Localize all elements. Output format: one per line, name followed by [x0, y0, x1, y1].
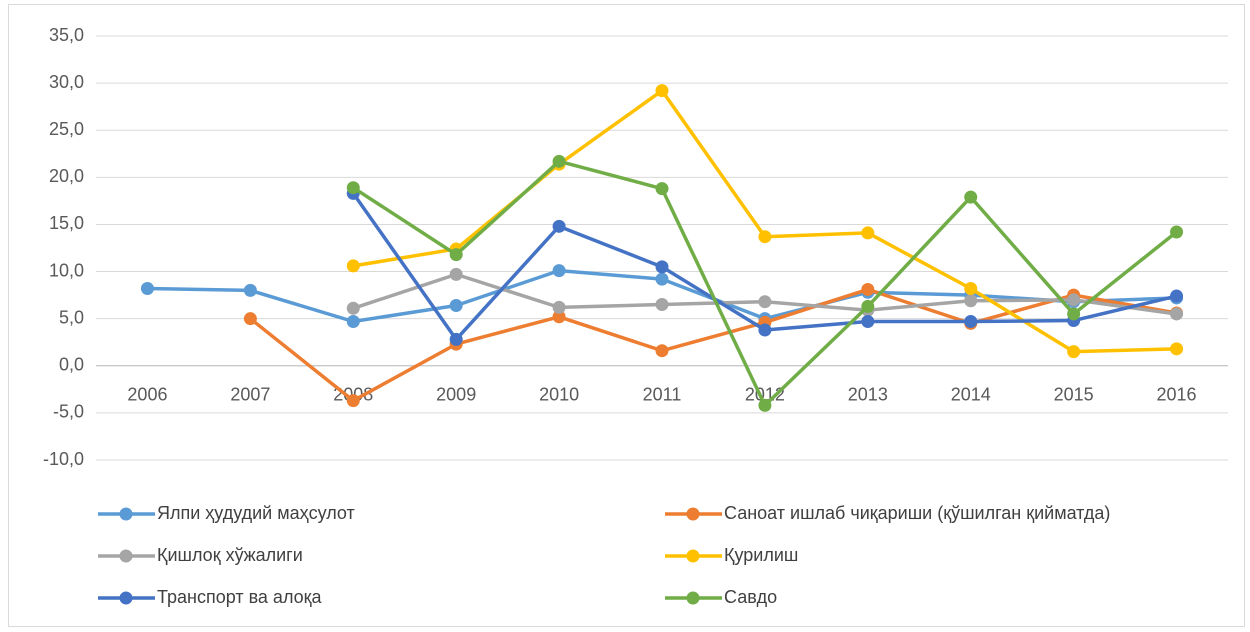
data-point [243, 283, 257, 297]
x-tick-label: 2013 [848, 385, 888, 405]
legend-label: Ялпи ҳудудий маҳсулот [157, 503, 355, 523]
data-point [655, 182, 669, 196]
legend-label: Саноат ишлаб чиқариши (қўшилган қийматда… [724, 503, 1110, 523]
data-point [1067, 345, 1081, 359]
legend-swatch-marker [686, 591, 700, 605]
data-point [861, 282, 875, 296]
legend-swatch-marker [686, 507, 700, 521]
x-tick-label: 2011 [643, 385, 682, 405]
data-point [861, 314, 875, 328]
data-point [552, 310, 566, 324]
data-point [449, 332, 463, 346]
data-point [655, 260, 669, 274]
x-tick-label: 2006 [127, 385, 167, 405]
legend-label: Транспорт ва алоқа [157, 587, 323, 607]
data-point [346, 301, 360, 315]
data-point [1170, 225, 1184, 239]
legend: Ялпи ҳудудий маҳсулот Саноат ишлаб чиқари… [98, 503, 1110, 607]
y-tick-label: -5,0 [53, 402, 84, 422]
legend-swatch-marker [119, 591, 133, 605]
y-tick-label: 10,0 [49, 260, 84, 280]
data-point [449, 298, 463, 312]
data-point [758, 323, 772, 337]
y-tick-label: 15,0 [49, 213, 84, 233]
data-point [346, 181, 360, 195]
x-tick-label: 2009 [436, 385, 476, 405]
x-tick-label: 2015 [1054, 385, 1094, 405]
data-point [449, 267, 463, 281]
data-point [1067, 307, 1081, 321]
x-tick-label: 2016 [1157, 385, 1197, 405]
data-point [861, 299, 875, 313]
data-point [346, 259, 360, 273]
chart-frame [8, 4, 1245, 627]
data-point [964, 294, 978, 308]
y-tick-label: 25,0 [49, 119, 84, 139]
data-point [655, 272, 669, 286]
data-point [758, 398, 772, 412]
y-tick-label: 30,0 [49, 72, 84, 92]
data-point [655, 84, 669, 98]
y-tick-label: 5,0 [59, 307, 84, 327]
y-tick-label: 35,0 [49, 25, 84, 45]
data-point [346, 314, 360, 328]
legend-label: Қурилиш [724, 545, 798, 565]
data-point [552, 154, 566, 168]
data-point [140, 282, 154, 296]
data-point [552, 219, 566, 233]
legend-swatch-marker [119, 549, 133, 563]
data-point [861, 226, 875, 240]
data-point [655, 344, 669, 358]
data-point [964, 190, 978, 204]
x-tick-label: 2012 [745, 385, 785, 405]
data-point [758, 295, 772, 309]
data-point [1170, 342, 1184, 356]
legend-label: Қишлоқ хўжалиги [157, 545, 303, 565]
x-tick-label: 2007 [230, 385, 270, 405]
legend-label: Савдо [724, 587, 777, 607]
y-tick-label: 0,0 [59, 355, 84, 375]
data-point [346, 394, 360, 408]
x-tick-label: 2010 [539, 385, 579, 405]
data-point [1067, 293, 1081, 307]
data-point [449, 248, 463, 262]
y-tick-label: -10,0 [43, 449, 84, 469]
y-tick-label: 20,0 [49, 166, 84, 186]
data-point [552, 264, 566, 278]
data-point [1170, 307, 1184, 321]
data-point [552, 300, 566, 314]
data-point [243, 312, 257, 326]
x-tick-label: 2014 [951, 385, 991, 405]
data-point [964, 314, 978, 328]
data-point [655, 298, 669, 312]
data-point [758, 230, 772, 244]
legend-swatch-marker [686, 549, 700, 563]
legend-swatch-marker [119, 507, 133, 521]
series-line [249, 287, 1177, 403]
data-point [964, 282, 978, 296]
data-point [1170, 289, 1184, 303]
